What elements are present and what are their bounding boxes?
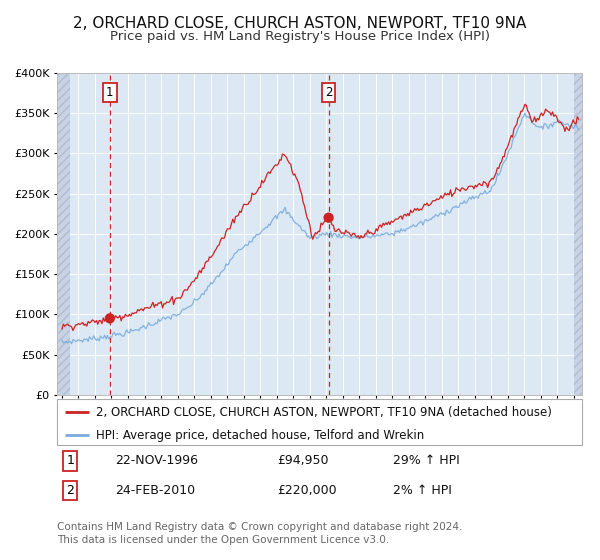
Text: 29% ↑ HPI: 29% ↑ HPI [393,454,460,468]
Text: HPI: Average price, detached house, Telford and Wrekin: HPI: Average price, detached house, Telf… [97,428,425,442]
Text: £94,950: £94,950 [277,454,329,468]
Text: 2% ↑ HPI: 2% ↑ HPI [393,484,452,497]
Text: Price paid vs. HM Land Registry's House Price Index (HPI): Price paid vs. HM Land Registry's House … [110,30,490,43]
Point [324,213,334,222]
Text: 2: 2 [66,484,74,497]
Text: £220,000: £220,000 [277,484,337,497]
Text: 2, ORCHARD CLOSE, CHURCH ASTON, NEWPORT, TF10 9NA: 2, ORCHARD CLOSE, CHURCH ASTON, NEWPORT,… [73,16,527,31]
Text: 2: 2 [325,86,332,100]
Polygon shape [57,73,70,395]
Text: 22-NOV-1996: 22-NOV-1996 [115,454,198,468]
Text: 1: 1 [66,454,74,468]
Text: 1: 1 [106,86,113,100]
Text: Contains HM Land Registry data © Crown copyright and database right 2024.
This d: Contains HM Land Registry data © Crown c… [57,522,463,545]
Text: 24-FEB-2010: 24-FEB-2010 [115,484,195,497]
Point [105,314,115,323]
Text: 2, ORCHARD CLOSE, CHURCH ASTON, NEWPORT, TF10 9NA (detached house): 2, ORCHARD CLOSE, CHURCH ASTON, NEWPORT,… [97,405,552,419]
FancyBboxPatch shape [57,399,582,445]
Polygon shape [574,73,582,395]
